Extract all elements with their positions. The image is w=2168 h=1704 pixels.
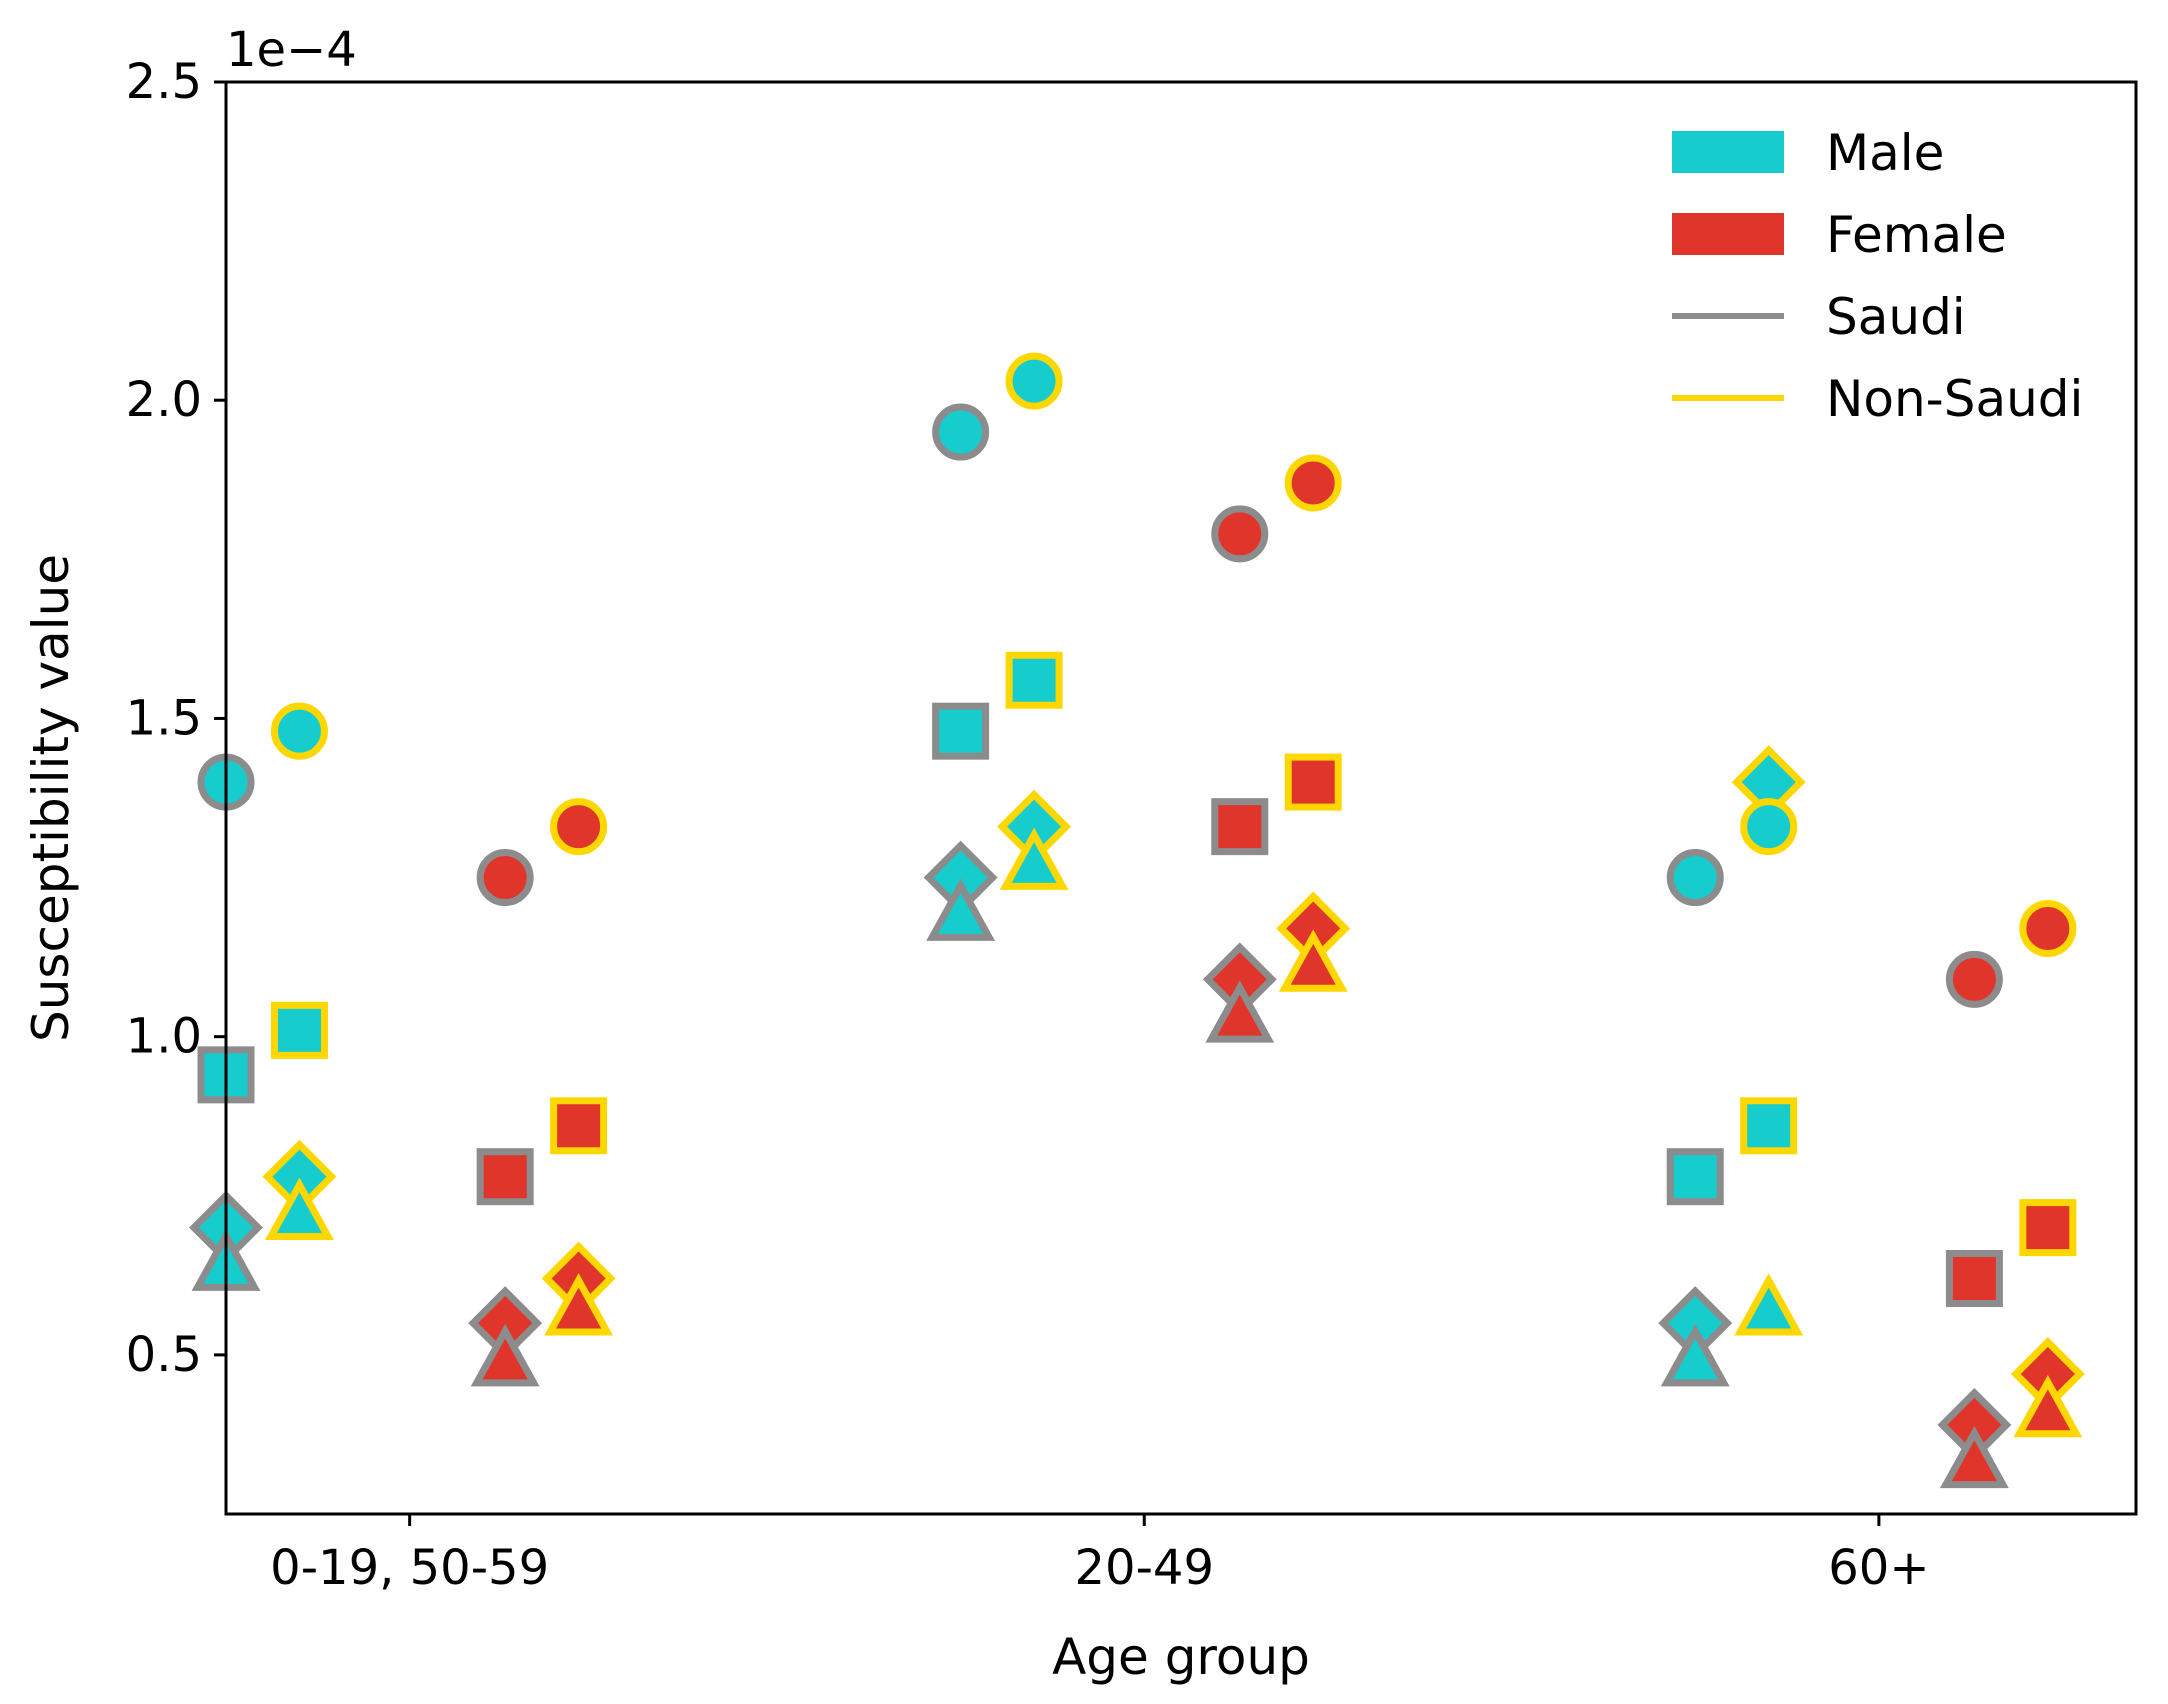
circle-marker — [1740, 798, 1798, 856]
triangle-marker — [470, 1324, 540, 1387]
triangle-marker — [1278, 929, 1348, 992]
circle-marker — [1211, 505, 1269, 563]
x-axis: 0-19, 50-59 20-49 60+ — [270, 1514, 1930, 1596]
legend-label: Saudi — [1826, 288, 1966, 346]
data-markers — [189, 352, 2085, 1489]
legend-label: Female — [1826, 206, 2007, 264]
square-marker — [2019, 1199, 2077, 1257]
circle-marker — [550, 798, 608, 856]
triangle-marker — [544, 1273, 614, 1336]
x-tick-label: 20-49 — [1075, 1540, 1214, 1596]
square-marker — [1284, 753, 1342, 811]
triangle-marker — [265, 1177, 334, 1240]
legend-swatch — [1672, 213, 1784, 255]
y-axis: 0.5 1.0 1.5 2.0 2.5 — [126, 54, 226, 1383]
square-marker — [932, 702, 990, 760]
circle-marker — [1666, 849, 1724, 907]
circle-marker — [2019, 899, 2077, 957]
circle-marker — [476, 849, 534, 907]
square-marker — [550, 1097, 608, 1155]
y-tick-label: 2.5 — [126, 54, 202, 110]
square-marker — [1211, 798, 1269, 856]
square-marker — [1945, 1250, 2003, 1308]
y-tick-label: 2.0 — [126, 372, 202, 428]
y-tick-label: 1.0 — [126, 1009, 202, 1065]
square-marker — [1666, 1148, 1724, 1206]
square-marker — [270, 1001, 328, 1059]
circle-marker — [1005, 352, 1063, 410]
circle-marker — [1945, 950, 2003, 1008]
triangle-marker — [926, 878, 996, 941]
square-marker — [476, 1148, 534, 1206]
y-tick-label: 1.5 — [126, 690, 202, 746]
triangle-marker — [999, 827, 1069, 890]
triangle-marker — [2013, 1374, 2083, 1438]
x-tick-label: 0-19, 50-59 — [270, 1540, 549, 1596]
square-marker — [1005, 651, 1063, 709]
legend-label: Male — [1826, 124, 1944, 182]
legend-label: Non-Saudi — [1826, 370, 2083, 428]
circle-marker — [932, 403, 990, 461]
legend: Male Female Saudi Non-Saudi — [1672, 124, 2083, 428]
triangle-marker — [1660, 1324, 1730, 1387]
legend-swatch — [1672, 131, 1784, 173]
y-tick-label: 0.5 — [126, 1327, 202, 1383]
circle-marker — [270, 702, 328, 760]
triangle-marker — [1205, 980, 1275, 1043]
triangle-marker — [1734, 1273, 1804, 1336]
y-axis-label: Susceptibility value — [22, 554, 80, 1042]
square-marker — [1740, 1097, 1798, 1155]
plot-frame — [224, 80, 2138, 1516]
circle-marker — [1284, 454, 1342, 512]
y-offset-label: 1e−4 — [226, 22, 357, 78]
triangle-marker — [1939, 1425, 2009, 1489]
x-axis-label: Age group — [1052, 1628, 1310, 1686]
x-tick-label: 60+ — [1828, 1540, 1929, 1596]
